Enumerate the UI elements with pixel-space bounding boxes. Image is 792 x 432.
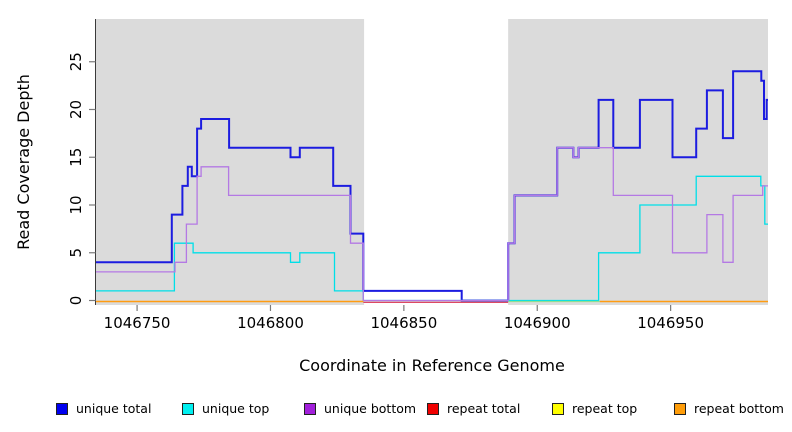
y-tick-label-0: 0 [67, 296, 85, 306]
legend-item-unique-top: unique top [182, 399, 269, 419]
legend-swatch-repeat-total [427, 403, 439, 415]
x-tick-label-1046800: 1046800 [237, 314, 304, 332]
x-axis-title: Coordinate in Reference Genome [299, 356, 565, 375]
legend-swatch-unique-total [56, 403, 68, 415]
y-tick-label-5: 5 [67, 248, 85, 258]
coverage-plot: 1046750 1046800 1046850 1046900 1046950 0 5 10… [14, 19, 768, 375]
legend-swatch-unique-bottom [304, 403, 316, 415]
legend-label-unique-total: unique total [76, 401, 152, 416]
plot-background-regions [96, 19, 768, 305]
legend-swatch-repeat-bottom [674, 403, 686, 415]
x-axis-ticks: 1046750 1046800 1046850 1046900 1046950 [104, 305, 704, 332]
y-tick-label-10: 10 [67, 195, 85, 214]
legend-item-repeat-top: repeat top [552, 399, 637, 419]
x-tick-label-1046900: 1046900 [504, 314, 571, 332]
legend: unique total unique top unique bottom repea… [0, 399, 792, 419]
legend-label-unique-top: unique top [202, 401, 270, 416]
legend-item-repeat-total: repeat total [427, 399, 520, 419]
series-line-unique-bottom [96, 147, 768, 302]
legend-item-repeat-bottom: repeat bottom [674, 399, 784, 419]
legend-item-unique-total: unique total [56, 399, 151, 419]
shaded-region-left-gray-band [96, 19, 365, 305]
y-tick-label-15: 15 [67, 148, 85, 167]
legend-label-repeat-top: repeat top [572, 401, 638, 416]
y-tick-label-25: 25 [67, 52, 85, 71]
x-tick-label-1046750: 1046750 [104, 314, 171, 332]
legend-label-repeat-bottom: repeat bottom [694, 401, 784, 416]
y-axis-title: Read Coverage Depth [14, 74, 33, 250]
series-lines [96, 70, 768, 303]
legend-swatch-unique-top [182, 403, 194, 415]
legend-label-unique-bottom: unique bottom [324, 401, 417, 416]
x-tick-label-1046850: 1046850 [370, 314, 437, 332]
legend-item-unique-bottom: unique bottom [304, 399, 416, 419]
x-tick-label-1046950: 1046950 [637, 314, 704, 332]
y-axis-ticks: 0 5 10 15 20 25 [67, 52, 96, 305]
shaded-region-right-gray-band [508, 19, 768, 305]
y-tick-label-20: 20 [67, 100, 85, 119]
legend-label-repeat-total: repeat total [447, 401, 521, 416]
legend-swatch-repeat-top [552, 403, 564, 415]
